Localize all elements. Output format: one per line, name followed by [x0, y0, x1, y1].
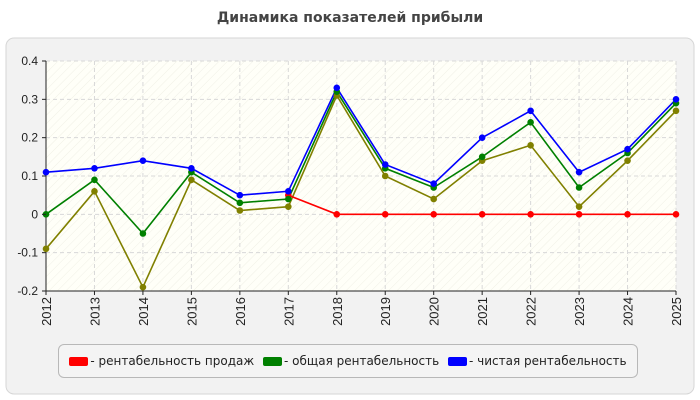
data-point	[575, 203, 583, 210]
data-point	[527, 211, 534, 218]
data-point	[91, 176, 98, 184]
data-point	[188, 165, 195, 172]
data-point	[381, 161, 389, 168]
data-point	[624, 145, 631, 153]
data-point	[624, 157, 631, 164]
data-point	[672, 96, 680, 103]
y-tick-label: -0.1	[17, 246, 38, 260]
series-line-0	[45, 93, 677, 290]
data-point	[285, 203, 292, 210]
chart-title: Динамика показателей прибыли	[216, 10, 484, 26]
legend: - рентабельность продаж - общая рентабел…	[58, 344, 638, 378]
x-tick-label: 2022	[524, 297, 539, 326]
series-line-3	[45, 86, 677, 197]
data-point	[672, 107, 680, 115]
legend-item-sales: - рентабельность продаж	[69, 354, 254, 368]
y-tick-label: 0.2	[21, 131, 38, 145]
data-point	[575, 184, 583, 191]
data-point	[527, 107, 534, 115]
data-point	[236, 191, 244, 199]
data-point	[91, 165, 98, 172]
y-tick-label: 0.3	[21, 92, 38, 106]
data-point	[478, 153, 486, 161]
data-point	[236, 199, 244, 207]
data-point	[285, 188, 292, 195]
data-point	[430, 195, 437, 203]
x-tick-label: 2014	[136, 297, 151, 326]
data-point	[139, 230, 147, 237]
data-point	[333, 84, 341, 92]
data-point	[139, 283, 147, 291]
x-tick-label: 2015	[184, 297, 199, 326]
data-point	[42, 245, 50, 253]
data-point	[478, 134, 486, 141]
legend-label: - рентабельность продаж	[90, 354, 255, 368]
data-point	[430, 180, 437, 187]
data-point	[188, 176, 195, 184]
x-tick-label: 2016	[233, 297, 248, 326]
data-point	[91, 188, 98, 195]
x-tick-label: 2018	[330, 297, 345, 326]
x-tick-label: 2012	[39, 297, 54, 326]
data-point	[236, 207, 244, 214]
data-point	[575, 211, 583, 218]
data-point	[333, 211, 341, 218]
data-point	[381, 172, 389, 180]
x-tick-label: 2017	[281, 297, 296, 326]
y-tick-label: 0.1	[21, 169, 38, 183]
data-point	[672, 211, 680, 218]
data-point	[624, 211, 631, 218]
data-point	[527, 119, 534, 126]
x-tick-label: 2013	[87, 297, 102, 326]
x-tick-label: 2025	[669, 297, 684, 326]
data-point	[527, 142, 534, 149]
legend-item-total: - общая рентабельность	[263, 354, 439, 368]
legend-label: - общая рентабельность	[284, 354, 440, 368]
legend-item-net: - чистая рентабельность	[448, 354, 627, 368]
data-point	[381, 211, 389, 218]
data-point	[285, 195, 292, 203]
legend-swatch-green	[263, 356, 283, 366]
data-point	[575, 168, 583, 176]
y-tick-label: 0.4	[21, 54, 38, 68]
data-point	[42, 168, 50, 176]
series-line-2	[45, 90, 677, 235]
x-tick-label: 2021	[475, 297, 490, 326]
legend-label: - чистая рентабельность	[469, 354, 627, 368]
x-tick-label: 2020	[427, 297, 442, 326]
legend-swatch-red	[69, 356, 89, 366]
data-point	[139, 157, 147, 164]
data-point	[430, 211, 437, 218]
legend-swatch-blue	[448, 356, 467, 366]
y-tick-label: -0.2	[17, 284, 38, 298]
x-tick-label: 2023	[572, 297, 587, 326]
y-tick-label: 0	[31, 207, 38, 221]
x-tick-label: 2019	[378, 297, 393, 326]
data-point	[478, 211, 486, 218]
x-tick-label: 2024	[621, 297, 636, 326]
